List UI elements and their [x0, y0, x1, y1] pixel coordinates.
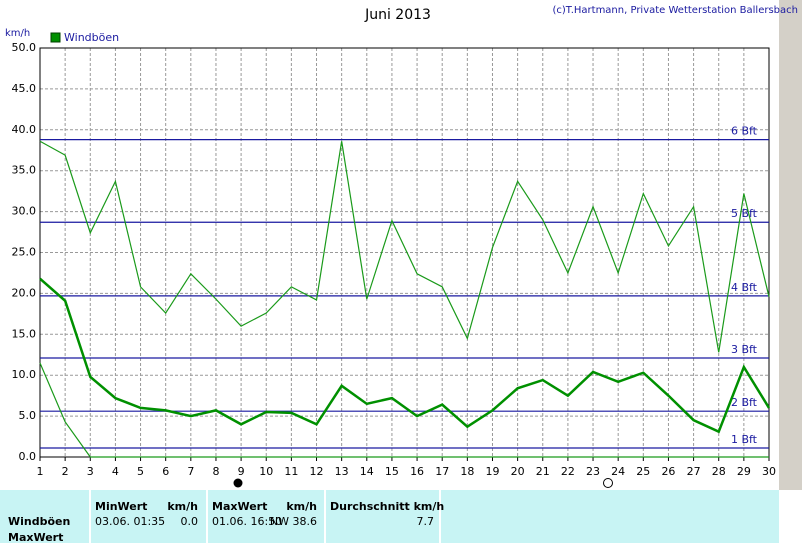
x-tick-label: 8 — [212, 465, 219, 478]
beaufort-label: 1 Bft — [731, 433, 758, 446]
x-tick-label: 23 — [586, 465, 600, 478]
table-header: km/h — [167, 500, 198, 513]
table-cell: 01.06. 16:50 — [212, 515, 282, 528]
series-line — [39, 362, 769, 458]
beaufort-label: 2 Bft — [731, 396, 758, 409]
table-bg — [0, 490, 779, 543]
x-tick-label: 13 — [335, 465, 349, 478]
y-tick-label: 50.0 — [12, 41, 37, 54]
new-moon — [233, 478, 243, 488]
y-tick-label: 0.0 — [19, 450, 37, 463]
table-header: MaxWert — [212, 500, 267, 513]
x-tick-label: 21 — [536, 465, 550, 478]
x-tick-label: 20 — [511, 465, 525, 478]
x-tick-label: 2 — [62, 465, 69, 478]
beaufort-label: 6 Bft — [731, 125, 758, 138]
x-tick-label: 30 — [762, 465, 776, 478]
y-tick-label: 30.0 — [12, 205, 37, 218]
x-tick-label: 14 — [360, 465, 374, 478]
full-moon — [603, 478, 613, 488]
chart-title: Juni 2013 — [364, 7, 431, 23]
x-tick-label: 15 — [385, 465, 399, 478]
plot-frame — [39, 47, 770, 458]
x-tick-label: 24 — [611, 465, 625, 478]
x-tick-label: 5 — [137, 465, 144, 478]
x-tick-label: 26 — [661, 465, 675, 478]
x-tick-label: 3 — [87, 465, 94, 478]
x-tick-label: 18 — [460, 465, 474, 478]
series-line — [39, 277, 771, 434]
y-tick-label: 45.0 — [12, 82, 37, 95]
beaufort-label: 4 Bft — [731, 281, 758, 294]
series-line — [39, 140, 770, 353]
x-tick-label: 1 — [37, 465, 44, 478]
beaufort-label: 3 Bft — [731, 343, 758, 356]
y-tick-label: 10.0 — [12, 368, 37, 381]
x-tick-label: 19 — [485, 465, 499, 478]
x-tick-label: 10 — [259, 465, 273, 478]
y-tick-label: 20.0 — [12, 286, 37, 299]
table-cell: 0.0 — [181, 515, 199, 528]
table-header: MinWert — [95, 500, 147, 513]
x-tick-label: 25 — [636, 465, 650, 478]
y-tick-label: 25.0 — [12, 246, 37, 259]
table-cell: 7.7 — [417, 515, 435, 528]
x-tick-label: 28 — [712, 465, 726, 478]
x-tick-label: 29 — [737, 465, 751, 478]
table-cell: Windböen — [8, 515, 70, 528]
legend-label: Windböen — [64, 31, 119, 44]
table-cell: MaxWert — [8, 531, 63, 543]
x-tick-label: 11 — [284, 465, 298, 478]
x-tick-label: 17 — [435, 465, 449, 478]
y-axis-label: km/h — [5, 28, 30, 39]
x-tick-label: 4 — [112, 465, 119, 478]
y-tick-label: 40.0 — [12, 123, 37, 136]
x-tick-label: 6 — [162, 465, 169, 478]
x-tick-label: 12 — [310, 465, 324, 478]
y-tick-label: 5.0 — [19, 409, 37, 422]
x-tick-label: 9 — [238, 465, 245, 478]
x-tick-label: 27 — [687, 465, 701, 478]
x-tick-label: 7 — [187, 465, 194, 478]
table-lines — [89, 490, 441, 543]
y-tick-label: 15.0 — [12, 327, 37, 340]
chart-subtitle: (c)T.Hartmann, Private Wetterstation Bal… — [552, 5, 798, 16]
table-header: Durchschnitt km/h — [330, 500, 444, 513]
side-bar — [779, 0, 802, 490]
x-tick-label: 22 — [561, 465, 575, 478]
x-tick-label: 16 — [410, 465, 424, 478]
y-tick-label: 35.0 — [12, 164, 37, 177]
table-cell: NW 38.6 — [270, 515, 317, 528]
table-cell: 03.06. 01:35 — [95, 515, 165, 528]
legend-swatch — [50, 32, 61, 43]
beaufort-label: 5 Bft — [731, 207, 758, 220]
table-header: km/h — [286, 500, 317, 513]
